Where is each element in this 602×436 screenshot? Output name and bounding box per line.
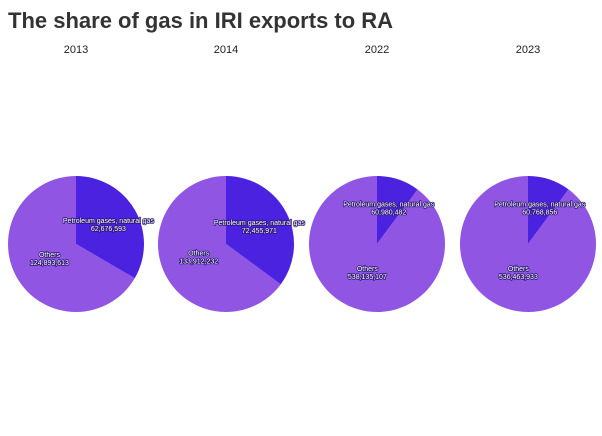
pie-title: 2013: [64, 44, 88, 56]
pie-slice: [377, 176, 418, 244]
slice-value: 124,893,613: [30, 260, 69, 267]
pie-title: 2022: [365, 44, 389, 56]
slice-label: Others: [508, 266, 530, 273]
pie-title: 2014: [214, 44, 238, 56]
slice-label: Others: [39, 252, 61, 259]
slice-label: Others: [188, 251, 210, 258]
pie-slice: [76, 176, 144, 279]
page-title: The share of gas in IRI exports to RA: [8, 8, 393, 33]
slice-value: 62,676,593: [91, 226, 126, 233]
slice-label: Others: [357, 266, 379, 273]
slice-label: Petroleum gases, natural gas: [343, 201, 435, 208]
slice-label: Petroleum gases, natural gas: [494, 201, 586, 208]
slice-value: 60,980,482: [371, 209, 406, 216]
pie-slice: [459, 176, 596, 312]
slice-value: 133,912,232: [179, 259, 218, 266]
slice-value: 536,463,933: [499, 274, 538, 281]
pie-slice: [226, 176, 294, 285]
pie-slice: [157, 176, 281, 312]
slice-label: Petroleum gases, natural gas: [214, 220, 306, 227]
slice-value: 60,768,856: [522, 209, 557, 216]
slice-value: 538,135,107: [348, 274, 387, 281]
pie-slice: [528, 176, 569, 244]
pie-title: 2023: [516, 44, 540, 56]
pie-slice: [309, 176, 446, 312]
pie-slice: [8, 176, 135, 313]
slice-label: Petroleum gases, natural gas: [63, 218, 155, 225]
slice-value: 72,455,971: [242, 228, 277, 235]
